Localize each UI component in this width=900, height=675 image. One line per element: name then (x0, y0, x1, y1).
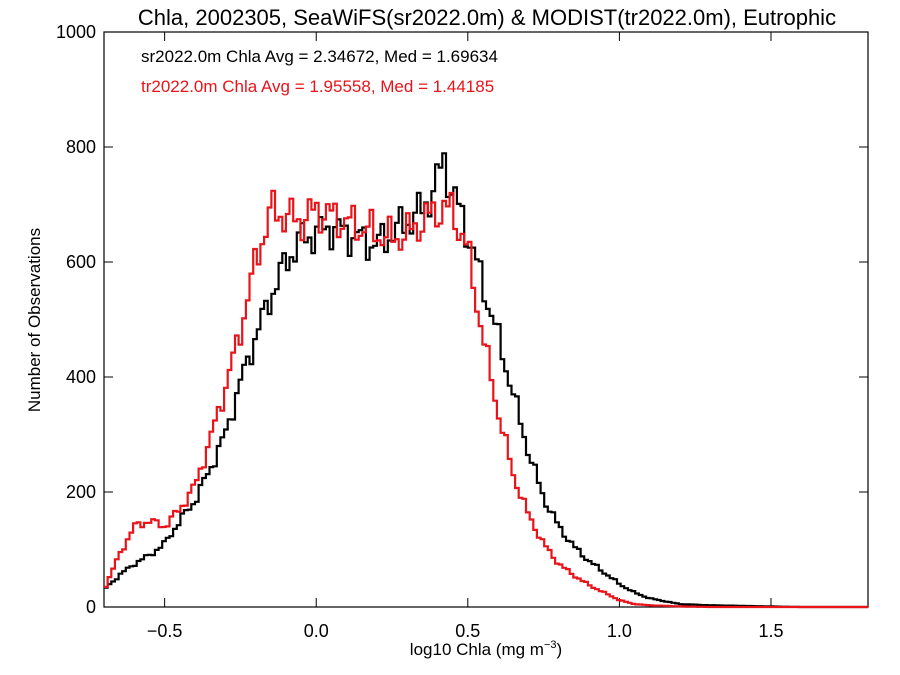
x-axis-title-main: log10 Chla (mg m (410, 640, 544, 659)
y-tick-label: 600 (66, 252, 96, 272)
x-tick-label: −0.5 (147, 621, 183, 641)
y-tick-label: 1000 (56, 22, 96, 42)
x-axis-title-superscript: −3 (544, 639, 557, 651)
y-tick-label: 800 (66, 137, 96, 157)
plot-frame (103, 31, 869, 608)
series-layer (104, 152, 868, 609)
axis-ticks: −0.5 0.0 0.5 1.0 1.5 0 200 400 600 800 1000 (56, 22, 868, 641)
series-line-1 (104, 189, 868, 609)
series-line-0 (104, 152, 868, 609)
legend-annotation-black: sr2022.0m Chla Avg = 2.34672, Med = 1.69… (141, 47, 498, 66)
y-axis-title: Number of Observations (25, 228, 44, 412)
legend-annotation-red: tr2022.0m Chla Avg = 1.95558, Med = 1.44… (141, 77, 494, 96)
y-tick-label: 200 (66, 482, 96, 502)
x-tick-label: 1.0 (607, 621, 632, 641)
x-tick-label: 0.0 (304, 621, 329, 641)
x-axis-title: log10 Chla (mg m−3) (410, 639, 562, 659)
chart-title: Chla, 2002305, SeaWiFS(sr2022.0m) & MODI… (138, 5, 836, 30)
y-tick-label: 0 (86, 597, 96, 617)
x-tick-label: 1.5 (758, 621, 783, 641)
x-tick-label: 0.5 (455, 621, 480, 641)
x-axis-title-suffix: ) (557, 640, 563, 659)
y-tick-label: 400 (66, 367, 96, 387)
